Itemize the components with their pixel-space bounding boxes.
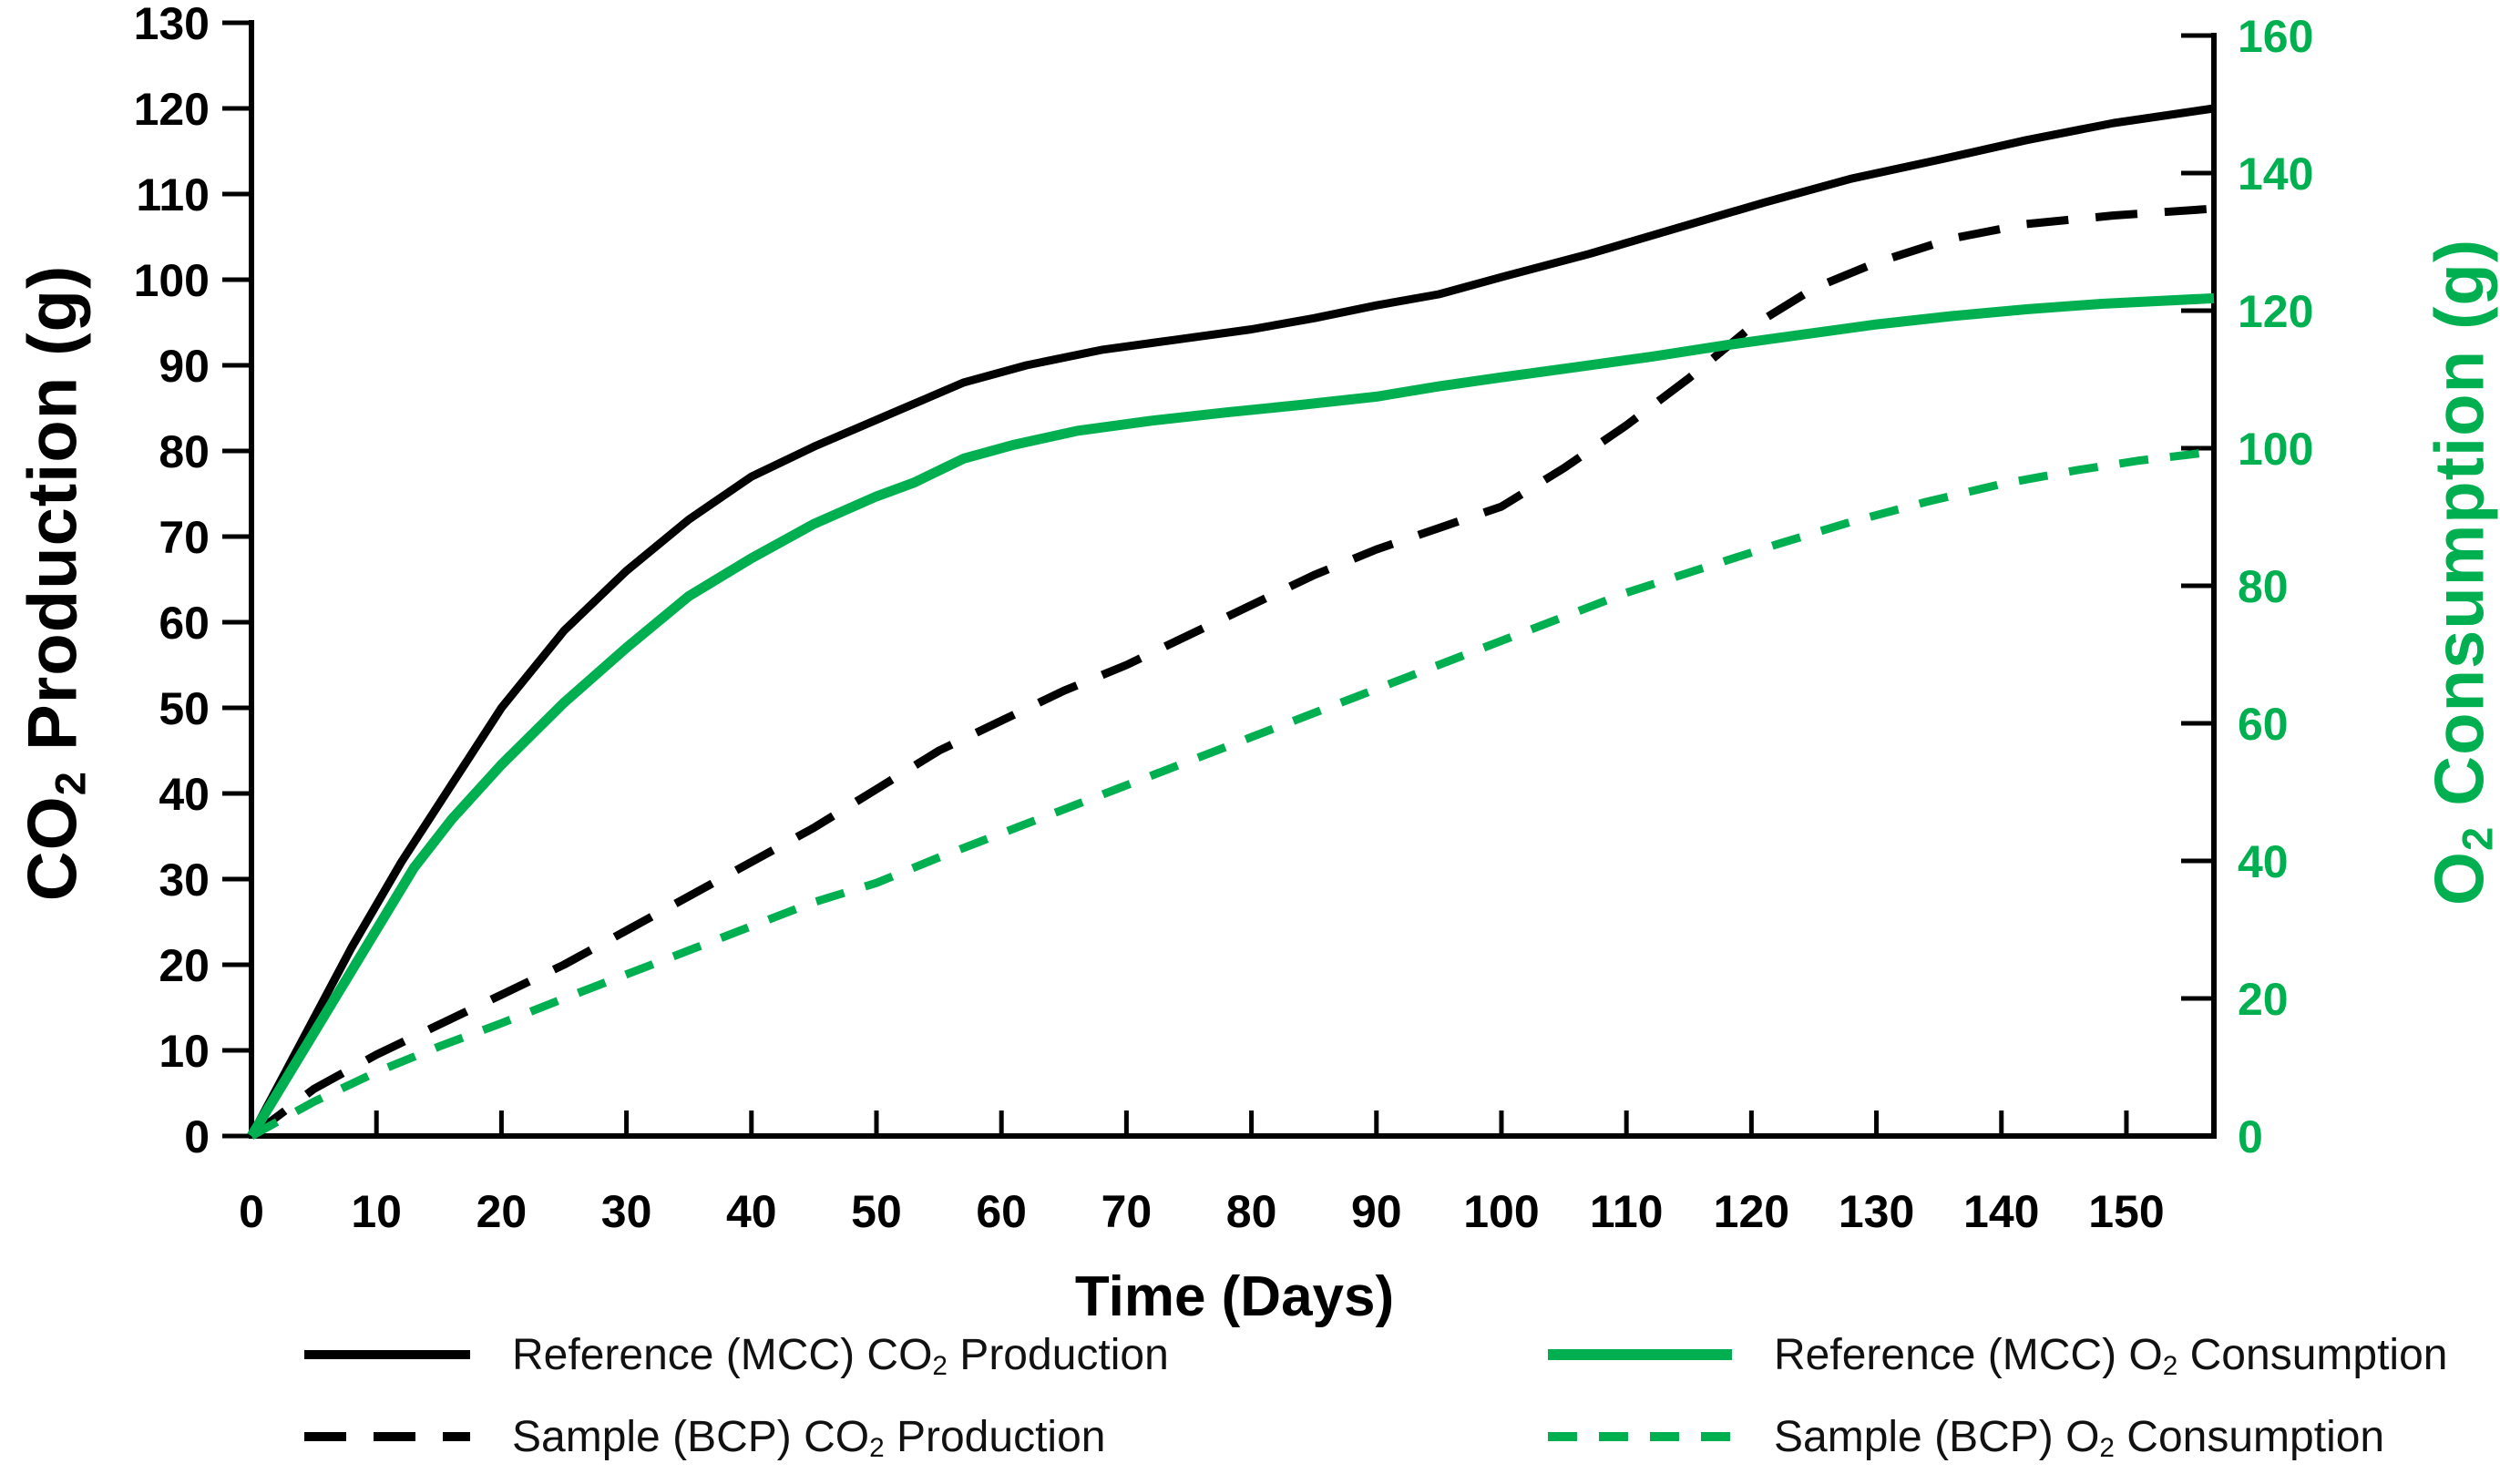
y-right-tick-label: 160 bbox=[2238, 11, 2313, 62]
x-tick-label: 60 bbox=[976, 1186, 1027, 1237]
y-left-tick-label: 0 bbox=[184, 1111, 210, 1162]
legend-label: Reference (MCC) CO2 Production bbox=[512, 1330, 1169, 1382]
y-left-tick-label: 110 bbox=[136, 169, 210, 220]
x-axis-title: Time (Days) bbox=[1074, 1265, 1395, 1328]
legend-swatch-dashed-black bbox=[304, 1432, 470, 1441]
y-left-tick-label: 40 bbox=[159, 769, 210, 820]
x-tick-label: 90 bbox=[1351, 1186, 1402, 1237]
y-right-tick-label: 20 bbox=[2238, 974, 2289, 1025]
series-line-mcc_co2 bbox=[248, 104, 2215, 1139]
legend-item-bcp-o2: Sample (BCP) O2 Consumption bbox=[1544, 1411, 2447, 1464]
x-tick-label: 30 bbox=[601, 1186, 652, 1237]
legend-column-co2: Reference (MCC) CO2 Production Sample (B… bbox=[301, 1329, 1169, 1464]
y-right-tick-label: 100 bbox=[2238, 424, 2313, 475]
y-left-tick-label: 120 bbox=[134, 84, 210, 135]
x-tick-label: 110 bbox=[1590, 1186, 1664, 1237]
y-left-tick-label: 60 bbox=[159, 598, 210, 649]
x-tick-label: 20 bbox=[476, 1186, 528, 1237]
x-tick-label: 10 bbox=[351, 1186, 402, 1237]
x-tick-label: 140 bbox=[1963, 1186, 2039, 1237]
legend-label: Sample (BCP) O2 Consumption bbox=[1774, 1412, 2385, 1464]
y-left-tick-label: 90 bbox=[159, 341, 210, 392]
series-line-bcp_o2 bbox=[249, 447, 2215, 1140]
y-axis-right-title: O2 Consumption (g) bbox=[2421, 238, 2500, 906]
x-tick-label: 70 bbox=[1101, 1186, 1153, 1237]
legend-swatch-dashed-green bbox=[1548, 1432, 1732, 1441]
x-tick-label: 130 bbox=[1839, 1186, 1914, 1237]
y-axis-left-title: CO2 Production (g) bbox=[14, 264, 95, 902]
series-line-mcc_o2 bbox=[247, 292, 2215, 1139]
legend-swatch-solid-black bbox=[304, 1350, 470, 1359]
legend-label: Reference (MCC) O2 Consumption bbox=[1774, 1330, 2448, 1382]
legend-column-o2: Reference (MCC) O2 Consumption Sample (B… bbox=[1544, 1329, 2448, 1464]
legend-item-mcc-co2: Reference (MCC) CO2 Production bbox=[301, 1329, 1169, 1382]
y-right-tick-label: 140 bbox=[2238, 148, 2313, 200]
y-left-tick-label: 100 bbox=[134, 255, 210, 306]
x-tick-label: 150 bbox=[2088, 1186, 2164, 1237]
y-left-tick-label: 80 bbox=[159, 426, 210, 477]
legend-item-bcp-co2: Sample (BCP) CO2 Production bbox=[301, 1411, 1169, 1464]
y-right-tick-label: 60 bbox=[2238, 699, 2289, 750]
y-left-tick-label: 70 bbox=[159, 512, 210, 563]
y-right-tick-label: 0 bbox=[2238, 1111, 2263, 1162]
x-tick-label: 50 bbox=[851, 1186, 902, 1237]
y-left-tick-label: 10 bbox=[159, 1026, 210, 1077]
legend-label: Sample (BCP) CO2 Production bbox=[512, 1412, 1106, 1464]
x-tick-label: 100 bbox=[1463, 1186, 1539, 1237]
legend-item-mcc-o2: Reference (MCC) O2 Consumption bbox=[1544, 1329, 2448, 1382]
y-left-tick-label: 20 bbox=[159, 940, 210, 991]
x-tick-label: 0 bbox=[239, 1186, 264, 1237]
y-right-tick-label: 40 bbox=[2238, 836, 2289, 887]
series-line-bcp_co2 bbox=[249, 204, 2215, 1140]
y-left-tick-label: 30 bbox=[159, 855, 210, 906]
y-left-tick-label: 50 bbox=[159, 683, 210, 734]
x-tick-label: 40 bbox=[726, 1186, 777, 1237]
y-left-tick-label: 130 bbox=[134, 0, 210, 49]
y-right-tick-label: 80 bbox=[2238, 561, 2289, 612]
y-right-tick-label: 120 bbox=[2238, 286, 2313, 337]
legend-swatch-solid-green bbox=[1548, 1349, 1732, 1360]
x-tick-label: 120 bbox=[1714, 1186, 1789, 1237]
x-tick-label: 80 bbox=[1226, 1186, 1277, 1237]
